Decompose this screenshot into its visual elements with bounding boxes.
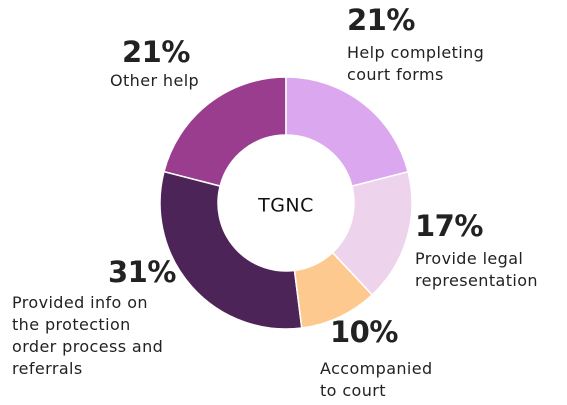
category-label: Help completing court forms — [347, 43, 485, 84]
category-label: Accompanied to court — [320, 359, 433, 400]
category-label: Other help — [110, 71, 200, 90]
slice — [163, 76, 287, 188]
category-label: Provided info on the protection order pr… — [12, 293, 164, 378]
slice — [293, 251, 374, 329]
value-label: 21% — [122, 35, 190, 69]
value-label: 31% — [108, 255, 176, 289]
slice — [285, 76, 409, 188]
value-label: 21% — [347, 3, 415, 37]
value-label: 10% — [330, 315, 398, 349]
value-label: 17% — [415, 209, 483, 243]
slice — [331, 170, 413, 296]
slice — [159, 170, 303, 330]
category-label: Provide legal representation — [415, 249, 538, 290]
center-label: TGNC — [257, 195, 314, 217]
